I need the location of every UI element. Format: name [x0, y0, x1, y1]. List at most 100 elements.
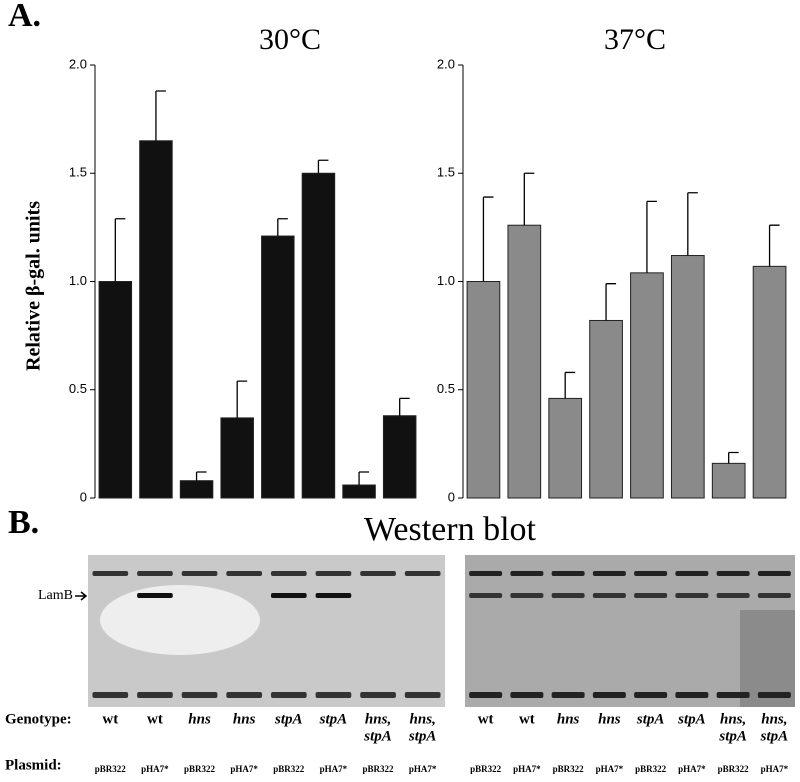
bar — [382, 415, 417, 499]
plasmid-label: pHA7* — [678, 764, 706, 774]
blot-band — [226, 692, 263, 698]
blot-band — [634, 692, 668, 698]
genotype-label: hns, — [410, 711, 436, 727]
genotype-label: hns — [557, 711, 580, 727]
plasmid-label: pHA7* — [513, 764, 541, 774]
error-bar — [317, 159, 329, 174]
error-bar — [646, 200, 657, 273]
bar — [98, 281, 133, 499]
blot-band — [137, 571, 173, 576]
blot-band — [510, 571, 544, 576]
genotype-label: wt — [478, 711, 494, 727]
plasmid-label: pHA7* — [596, 764, 624, 774]
blot-band — [675, 692, 709, 698]
blot-band — [675, 593, 709, 598]
plasmid-label: pBR322 — [718, 764, 750, 774]
panel-label: A. — [8, 0, 41, 34]
plasmid-label: pBR322 — [95, 764, 127, 774]
blot-band — [716, 593, 750, 598]
panel-label: B. — [8, 504, 39, 541]
genotype-label: stpA — [760, 728, 789, 744]
blot-band — [592, 593, 626, 598]
error-bar — [155, 90, 166, 141]
error-bar — [605, 283, 617, 321]
blot-band — [469, 571, 503, 576]
genotype-label: hns — [598, 711, 621, 727]
bar — [179, 480, 214, 499]
error-bar — [564, 371, 576, 399]
genotype-label: stpA — [363, 728, 392, 744]
blot-band — [92, 571, 129, 576]
blot-band — [404, 692, 441, 698]
error-bar — [482, 196, 494, 282]
error-bar — [687, 192, 698, 256]
error-bar — [399, 397, 410, 416]
arrow — [75, 591, 88, 601]
bar — [342, 484, 376, 499]
bar — [711, 462, 746, 499]
error-bar — [114, 218, 126, 282]
blot-band — [469, 593, 503, 598]
row-label: Genotype: — [5, 711, 72, 727]
bar — [139, 140, 173, 499]
genotype-label: stpA — [718, 728, 747, 744]
bar — [261, 235, 295, 499]
blot-band — [270, 593, 307, 598]
genotype-label: wt — [519, 711, 535, 727]
plasmid-label: pHA7* — [141, 764, 169, 774]
bar — [220, 417, 254, 499]
error-bar — [728, 451, 739, 464]
blot-band — [634, 593, 668, 598]
blot-band — [510, 692, 544, 698]
plasmid-label: pHA7* — [320, 764, 348, 774]
genotype-label: wt — [147, 711, 163, 727]
blot-band — [716, 692, 750, 698]
y-tick-label: 1.0 — [437, 273, 455, 288]
blot-title: Western blot — [364, 511, 536, 548]
row-label: Plasmid: — [5, 757, 62, 773]
y-tick-label: 1.0 — [69, 273, 87, 288]
genotype-label: stpA — [319, 711, 348, 727]
blot-band — [675, 571, 709, 576]
plasmid-label: pBR322 — [635, 764, 667, 774]
error-bar — [195, 471, 207, 481]
blot-band — [469, 692, 503, 698]
blot-band — [315, 593, 352, 598]
blot-band — [181, 571, 218, 576]
plasmid-label: pHA7* — [409, 764, 437, 774]
y-tick-label: 0.5 — [437, 381, 455, 396]
plasmid-label: pHA7* — [761, 764, 789, 774]
y-axis-label: Relative β-gal. units — [23, 201, 45, 371]
blot-band — [592, 571, 626, 576]
plasmid-label: pBR322 — [470, 764, 502, 774]
chart-title: 37°C — [604, 23, 666, 56]
blot-band — [181, 692, 218, 698]
plasmid-label: pBR322 — [273, 764, 305, 774]
genotype-label: stpA — [408, 728, 437, 744]
bar — [752, 265, 787, 499]
genotype-label: hns — [188, 711, 211, 727]
y-tick-label: 1.5 — [437, 165, 455, 180]
y-tick-label: 1.5 — [69, 165, 87, 180]
error-bar — [768, 224, 780, 267]
blot-band — [92, 692, 129, 698]
blot-band — [404, 571, 441, 576]
bar — [301, 172, 336, 499]
plasmid-label: pHA7* — [230, 764, 258, 774]
blot-band — [757, 593, 791, 598]
plasmid-label: pBR322 — [363, 764, 395, 774]
bar — [630, 272, 664, 499]
blot-band — [757, 571, 791, 576]
genotype-label: stpA — [274, 711, 303, 727]
genotype-label: hns, — [761, 711, 787, 727]
bar — [507, 224, 542, 499]
y-tick-label: 2.0 — [437, 56, 455, 71]
bar — [670, 255, 705, 499]
blot-band — [551, 571, 585, 576]
genotype-label: stpA — [636, 711, 665, 727]
bar — [548, 397, 583, 499]
blot-band — [551, 692, 585, 698]
blot-band — [716, 571, 750, 576]
genotype-label: wt — [102, 711, 118, 727]
blot-band — [551, 593, 585, 598]
